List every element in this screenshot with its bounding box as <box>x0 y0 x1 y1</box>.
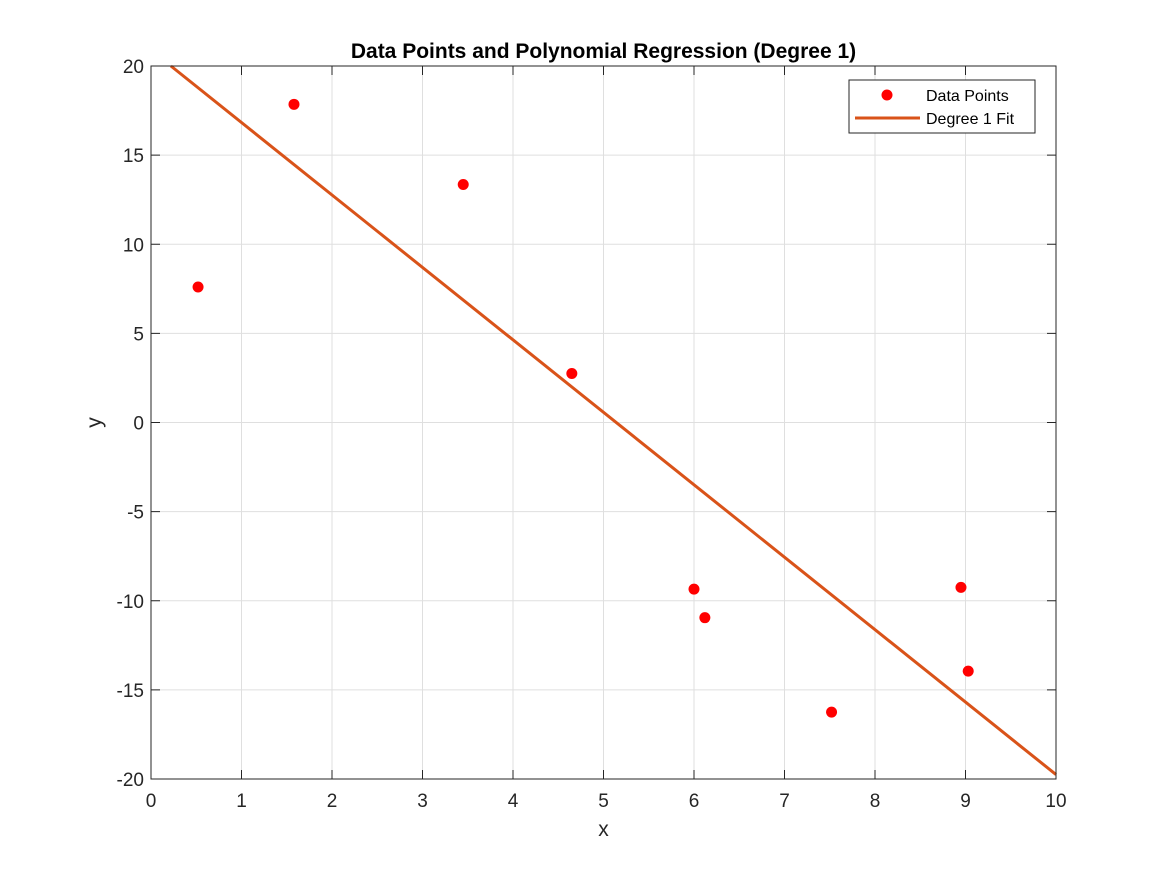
y-axis-ticks: -20 -15 -10 -5 0 5 10 15 20 <box>117 57 1056 791</box>
data-point <box>826 706 838 718</box>
fit-line <box>169 64 1057 776</box>
x-tick-label: 1 <box>236 791 247 812</box>
series-layer <box>169 64 1057 776</box>
y-tick-label: -20 <box>117 770 144 791</box>
x-tick-label: 2 <box>327 791 338 812</box>
y-tick-label: 15 <box>123 146 144 167</box>
y-tick-label: -10 <box>117 592 144 613</box>
data-point <box>457 179 469 191</box>
x-tick-label: 4 <box>508 791 519 812</box>
y-tick-label: -15 <box>117 681 144 702</box>
x-tick-label: 5 <box>598 791 609 812</box>
y-tick-label: 20 <box>123 57 144 78</box>
y-tick-label: 10 <box>123 235 144 256</box>
data-point <box>688 583 700 595</box>
x-tick-label: 9 <box>960 791 971 812</box>
x-tick-label: 6 <box>689 791 700 812</box>
y-tick-label: 0 <box>133 414 144 435</box>
chart-title: Data Points and Polynomial Regression (D… <box>351 40 856 63</box>
data-point <box>955 581 967 593</box>
x-axis-ticks: 0 1 2 3 4 5 6 7 8 9 10 <box>146 66 1067 812</box>
x-tick-label: 7 <box>779 791 790 812</box>
legend: Data Points Degree 1 Fit <box>848 79 1036 134</box>
legend-box <box>848 79 1036 134</box>
data-point <box>566 367 578 379</box>
x-tick-label: 3 <box>417 791 428 812</box>
data-point <box>288 98 300 110</box>
x-tick-label: 10 <box>1045 791 1066 812</box>
y-axis-label: y <box>83 417 106 428</box>
data-point <box>192 281 204 293</box>
legend-marker-data-points <box>881 89 893 101</box>
x-tick-label: 0 <box>146 791 157 812</box>
x-axis-label: x <box>598 818 609 841</box>
legend-label-data-points: Data Points <box>926 88 1009 105</box>
legend-label-degree-1-fit: Degree 1 Fit <box>926 111 1015 128</box>
data-point <box>699 612 711 624</box>
y-tick-label: -5 <box>127 503 144 524</box>
x-tick-label: 8 <box>870 791 881 812</box>
data-point <box>962 665 974 677</box>
y-tick-label: 5 <box>133 324 144 345</box>
